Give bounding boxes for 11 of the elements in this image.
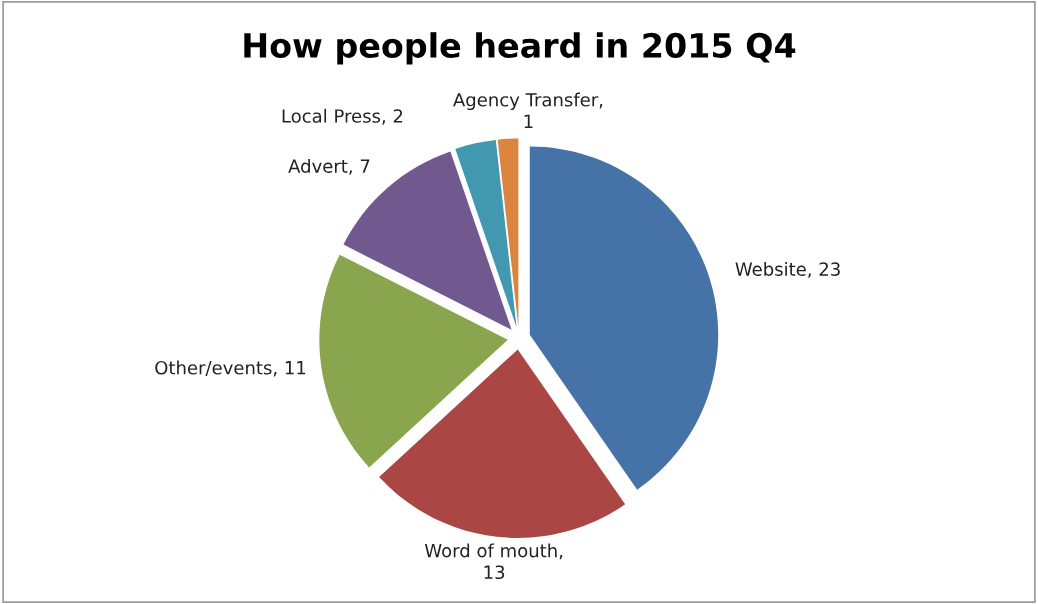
slice-label: Agency Transfer, 1 — [453, 92, 603, 128]
slice-label: Local Press — [282, 108, 381, 123]
data-label: , 23 — [808, 262, 840, 278]
slice-label: Other/events — [155, 360, 272, 376]
slice-label: Website — [735, 262, 806, 276]
data-label: , 11 — [273, 361, 306, 377]
slice-label: Advert — [288, 158, 348, 173]
data-label: , 2 — [382, 109, 403, 125]
chart-title: How people heard in 2015 Q4 — [244, 32, 796, 65]
slice-label: Word of mouth, 13 — [424, 543, 563, 580]
data-label: , 7 — [349, 159, 370, 175]
